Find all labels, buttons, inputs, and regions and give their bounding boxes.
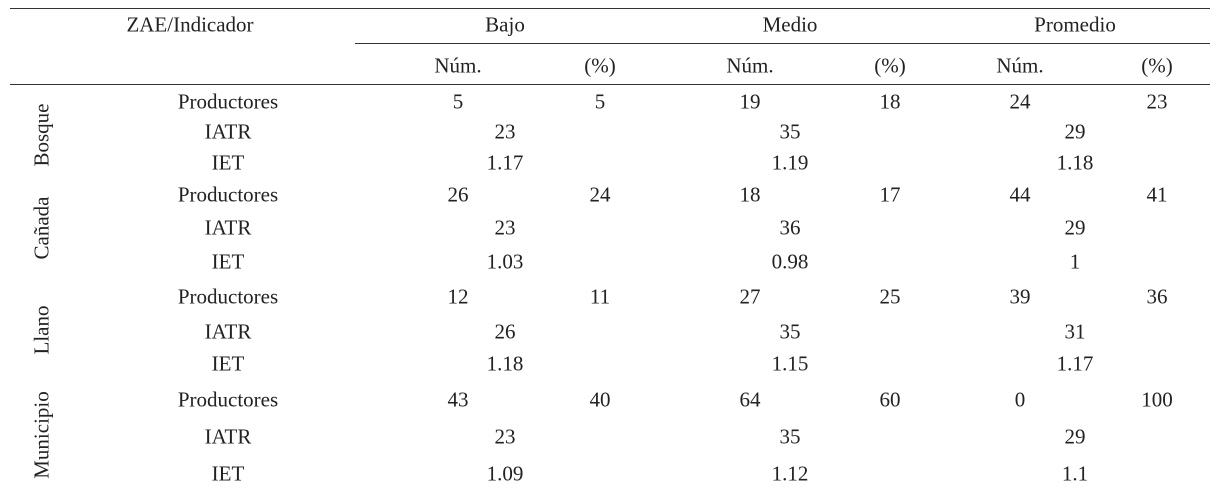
- cell-value: 12: [447, 284, 469, 309]
- zone-label: Cañada: [29, 196, 54, 260]
- cell-value: 1.15: [771, 351, 809, 376]
- group-header: Promedio: [1034, 12, 1116, 37]
- cell-value: 35: [779, 119, 801, 144]
- cell-value: 0.98: [771, 249, 809, 274]
- cell-value: 26: [494, 319, 516, 344]
- cell-value: 27: [739, 284, 761, 309]
- cell-value: 1.12: [771, 461, 809, 486]
- sub-header: (%): [874, 53, 906, 78]
- cell-value: 43: [447, 387, 469, 412]
- cell-value: 31: [1064, 319, 1086, 344]
- cell-value: 29: [1064, 119, 1086, 144]
- cell-value: 19: [739, 89, 761, 114]
- cell-value: 1.18: [1056, 150, 1094, 175]
- cell-value: 39: [1009, 284, 1031, 309]
- cell-value: 36: [779, 215, 801, 240]
- cell-value: 44: [1009, 182, 1031, 207]
- cell-value: 0: [1014, 387, 1026, 412]
- cell-value: 1.18: [486, 351, 524, 376]
- group-rule: [355, 43, 1210, 44]
- cell-value: 40: [589, 387, 611, 412]
- cell-value: 25: [879, 284, 901, 309]
- group-header: Bajo: [485, 12, 525, 37]
- sub-header: Núm.: [434, 53, 482, 78]
- cell-value: 1.09: [486, 461, 524, 486]
- indicator-label: IATR: [204, 319, 252, 344]
- sub-header: (%): [1141, 53, 1173, 78]
- indicator-label: IET: [211, 461, 245, 486]
- cell-value: 29: [1064, 215, 1086, 240]
- cell-value: 36: [1146, 284, 1168, 309]
- sub-header: Núm.: [996, 53, 1044, 78]
- indicator-label: IET: [211, 351, 245, 376]
- cell-value: 23: [494, 119, 516, 144]
- corner-header: ZAE/Indicador: [126, 12, 254, 37]
- cell-value: 41: [1146, 182, 1168, 207]
- cell-value: 26: [447, 182, 469, 207]
- cell-value: 18: [879, 89, 901, 114]
- header-rule: [10, 84, 1210, 85]
- cell-value: 1.17: [486, 150, 524, 175]
- cell-value: 1.19: [771, 150, 809, 175]
- sub-header: (%): [584, 53, 616, 78]
- cell-value: 23: [1146, 89, 1168, 114]
- cell-value: 24: [1009, 89, 1031, 114]
- zone-label: Llano: [29, 305, 54, 355]
- sub-header: Núm.: [726, 53, 774, 78]
- cell-value: 24: [589, 182, 611, 207]
- cell-value: 1.03: [486, 249, 524, 274]
- cell-value: 35: [779, 319, 801, 344]
- indicator-label: Productores: [177, 89, 279, 114]
- cell-value: 1.1: [1061, 461, 1089, 486]
- cell-value: 17: [879, 182, 901, 207]
- zone-label: Bosque: [29, 103, 54, 167]
- indicator-label: Productores: [177, 387, 279, 412]
- cell-value: 5: [594, 89, 606, 114]
- cell-value: 35: [779, 424, 801, 449]
- cell-value: 5: [452, 89, 464, 114]
- indicator-label: IET: [211, 249, 245, 274]
- indicator-label: IATR: [204, 424, 252, 449]
- cell-value: 60: [879, 387, 901, 412]
- cell-value: 23: [494, 215, 516, 240]
- cell-value: 18: [739, 182, 761, 207]
- indicator-label: Productores: [177, 182, 279, 207]
- indicator-label: Productores: [177, 284, 279, 309]
- indicator-label: IATR: [204, 215, 252, 240]
- cell-value: 23: [494, 424, 516, 449]
- zone-label: Municipio: [29, 391, 54, 479]
- cell-value: 100: [1141, 387, 1173, 412]
- cell-value: 11: [589, 284, 611, 309]
- indicator-label: IATR: [204, 119, 252, 144]
- group-header: Medio: [762, 12, 818, 37]
- cell-value: 1.17: [1056, 351, 1094, 376]
- indicator-label: IET: [211, 150, 245, 175]
- cell-value: 1: [1069, 249, 1081, 274]
- top-rule: [10, 8, 1210, 9]
- cell-value: 64: [739, 387, 761, 412]
- cell-value: 29: [1064, 424, 1086, 449]
